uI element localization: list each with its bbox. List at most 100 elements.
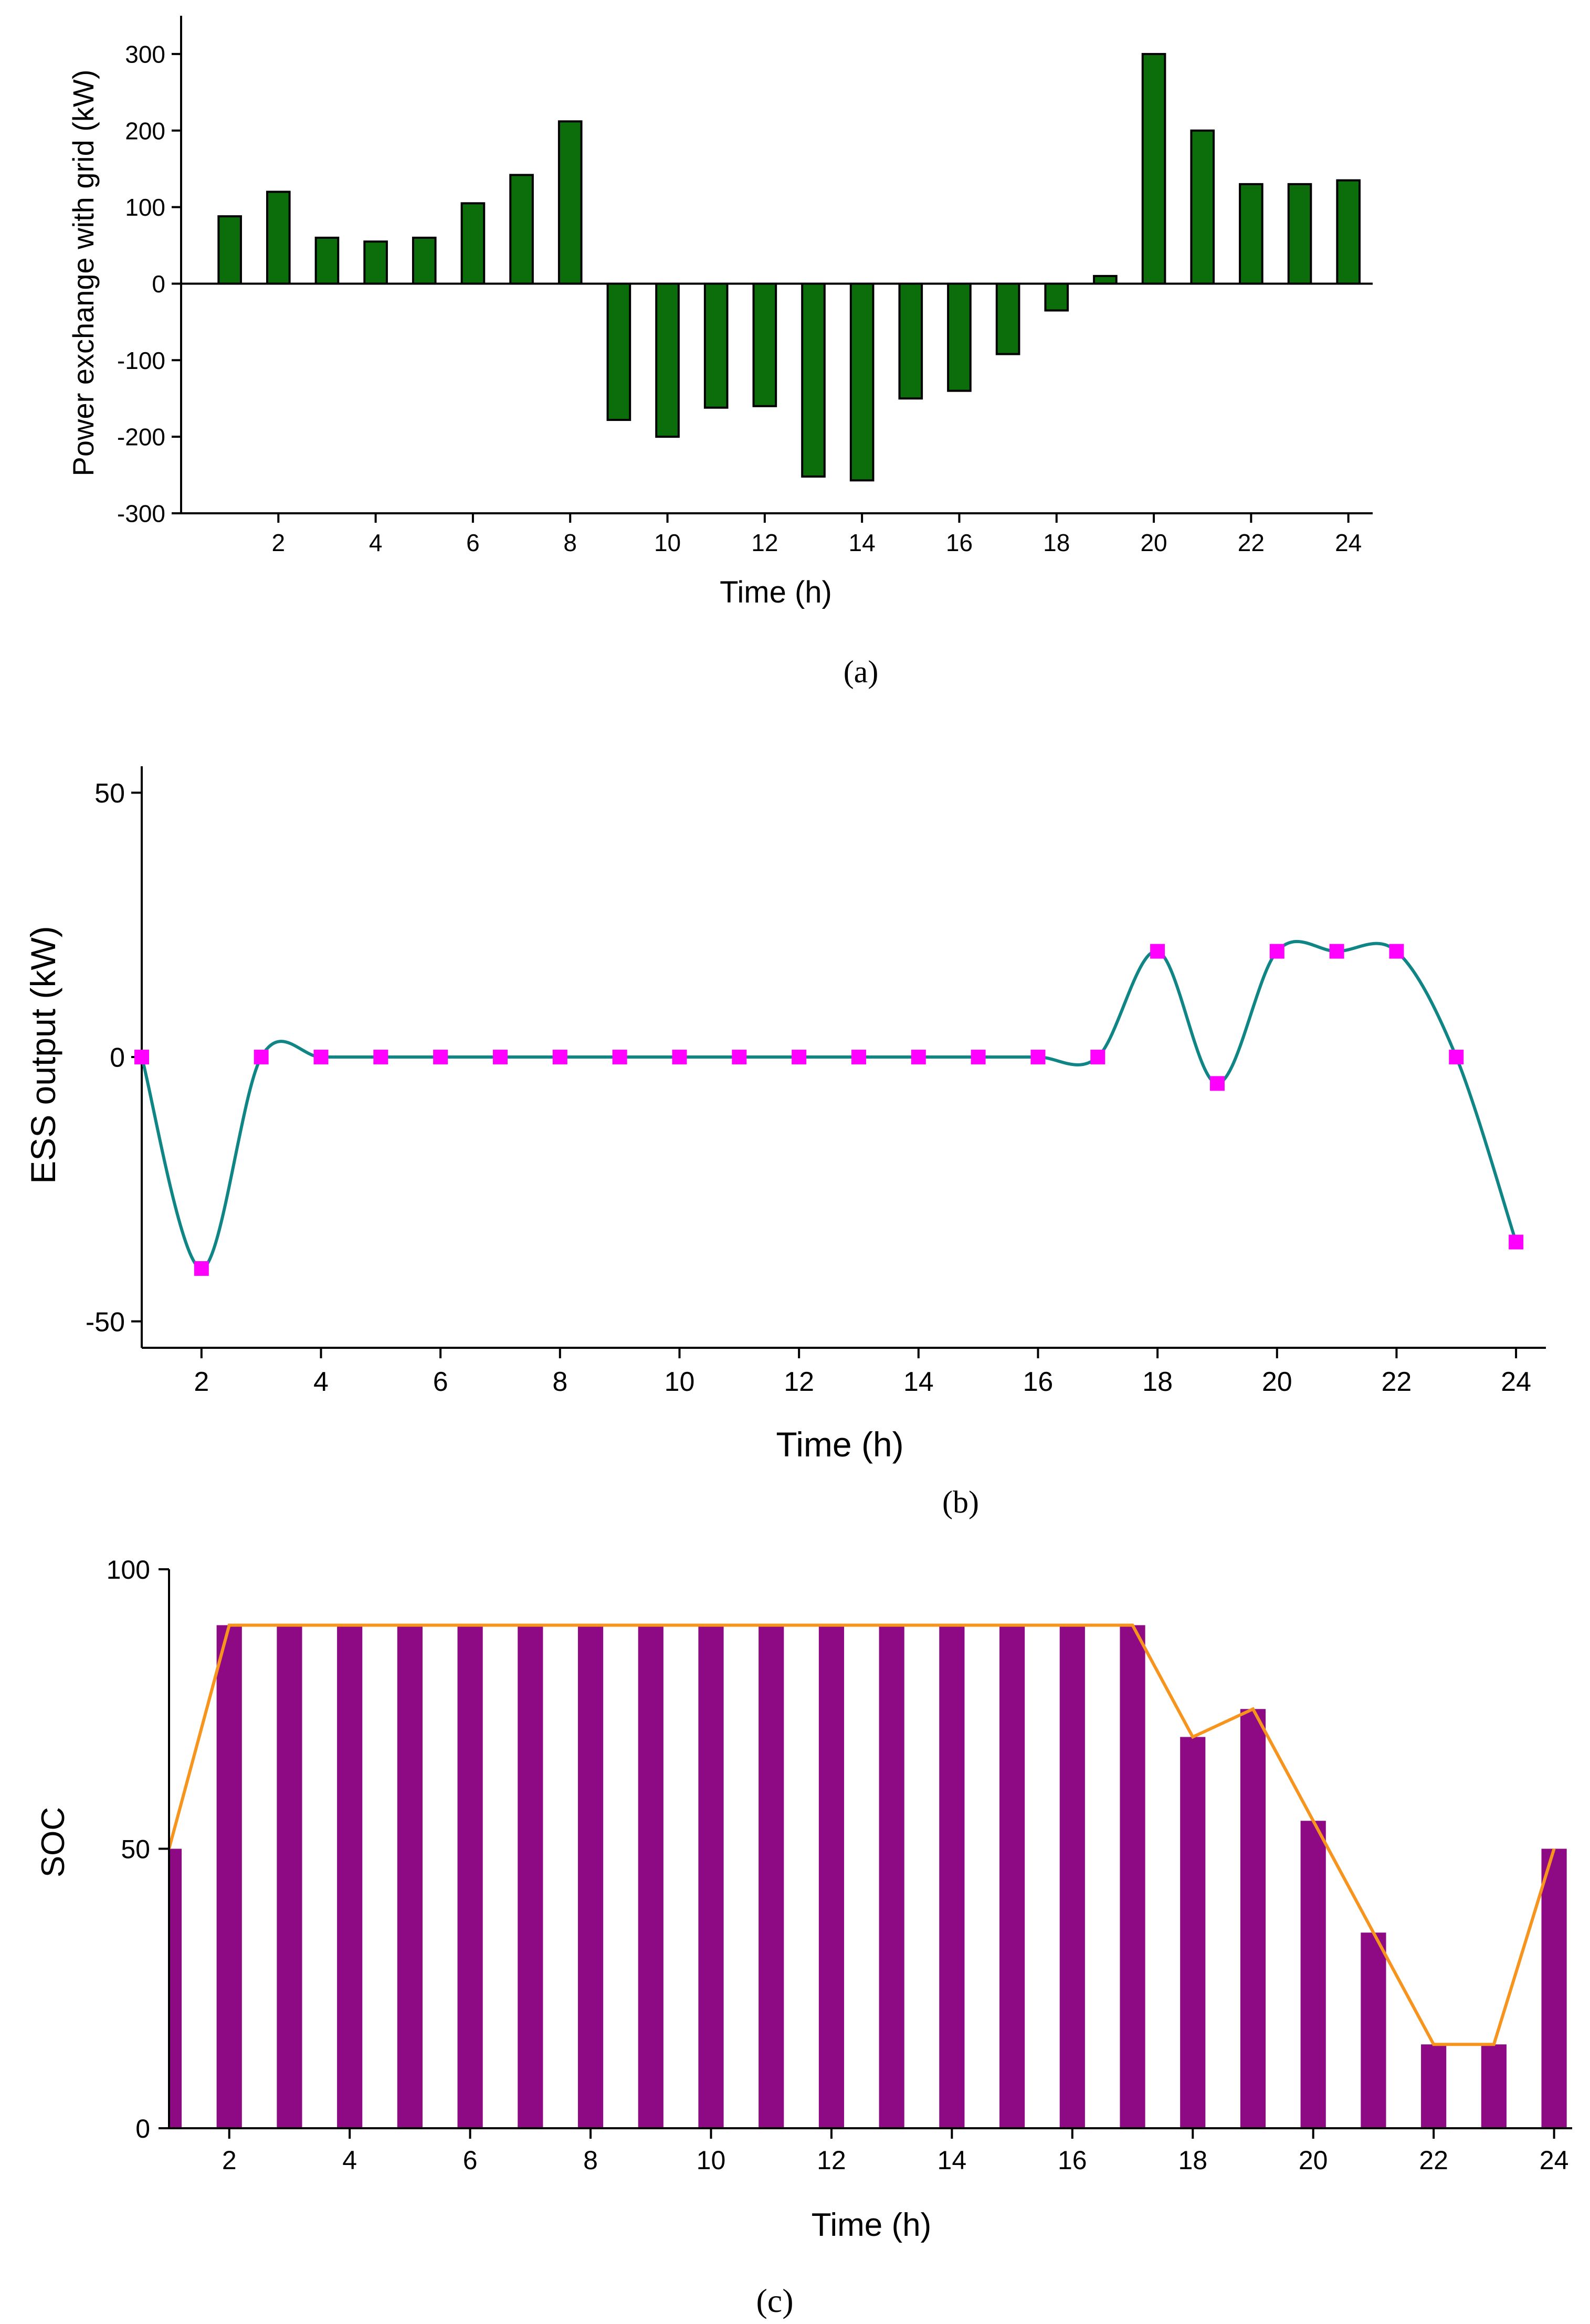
panel-c-bar bbox=[999, 1625, 1025, 2128]
panel-c-bar bbox=[939, 1625, 965, 2128]
panel-b-marker bbox=[792, 1050, 807, 1064]
panel-b-x-tick-label: 22 bbox=[1382, 1367, 1412, 1397]
panel-b-caption: (b) bbox=[942, 1485, 979, 1519]
panel-a-x-axis-title: Time (h) bbox=[720, 575, 832, 609]
panel-a-bar bbox=[995, 282, 1020, 355]
panel-a-x-tick-label: 24 bbox=[1335, 529, 1362, 556]
panel-c-bars bbox=[169, 1625, 1567, 2128]
panel-b-y-axis-title: ESS output (kW) bbox=[24, 926, 62, 1184]
panel-c-x-tick-label: 18 bbox=[1178, 2146, 1207, 2175]
panel-a-y-tick-label: 300 bbox=[125, 40, 165, 68]
panel-a-bar bbox=[947, 282, 972, 392]
panel-b-x-tick-label: 4 bbox=[313, 1367, 329, 1397]
panel-a-x-tick-label: 18 bbox=[1043, 529, 1070, 556]
panel-a-x-tick-label: 14 bbox=[849, 529, 876, 556]
panel-c-x-tick-label: 6 bbox=[463, 2146, 478, 2175]
panel-c-bar bbox=[1421, 2044, 1447, 2128]
panel-c-y-tick-label: 100 bbox=[107, 1555, 150, 1584]
panel-c-bar bbox=[638, 1625, 664, 2128]
panel-a-bar bbox=[363, 240, 388, 285]
panel-b-x-tick-label: 8 bbox=[552, 1367, 567, 1397]
panel-a-x-tick-label: 4 bbox=[369, 529, 383, 556]
panel-b-x-ticks: 2 4 6 8 10 12 14 16 18 20 22 24 bbox=[194, 1348, 1531, 1397]
panel-b-marker bbox=[612, 1050, 627, 1064]
panel-a-bar bbox=[655, 282, 680, 438]
panel-a-bar bbox=[1044, 282, 1069, 312]
panel-c-bar bbox=[1481, 2044, 1507, 2128]
panel-a-bar bbox=[1190, 129, 1215, 285]
panel-a-bar bbox=[1336, 179, 1361, 285]
panel-a-bar bbox=[460, 202, 486, 285]
panel-a-bar bbox=[606, 282, 631, 421]
panel-b-marker bbox=[1030, 1050, 1046, 1064]
panel-a-y-tick-label: 200 bbox=[125, 117, 165, 144]
panel-c-bar bbox=[818, 1625, 845, 2128]
panel-c-bar bbox=[277, 1625, 302, 2128]
panel-c-bar bbox=[577, 1625, 604, 2128]
panel-b-x-tick-label: 12 bbox=[784, 1367, 814, 1397]
panel-a-x-tick-label: 12 bbox=[751, 529, 778, 556]
panel-c-y-tick-label: 0 bbox=[135, 2114, 150, 2143]
panel-b-marker bbox=[1209, 1076, 1225, 1091]
panel-a-bar bbox=[898, 282, 923, 400]
panel-b-marker bbox=[1329, 944, 1344, 959]
panel-c-x-tick-label: 16 bbox=[1058, 2146, 1087, 2175]
panel-c-bar bbox=[518, 1625, 543, 2128]
panel-c-x-tick-label: 24 bbox=[1540, 2146, 1569, 2175]
panel-c-bar bbox=[698, 1625, 724, 2128]
panel-a-bar bbox=[1239, 183, 1263, 285]
panel-c-bar bbox=[397, 1625, 423, 2128]
panel-a-y-tick-label: 0 bbox=[152, 270, 165, 298]
panel-c-x-tick-label: 20 bbox=[1299, 2146, 1328, 2175]
panel-a-x-tick-label: 6 bbox=[466, 529, 480, 556]
panel-b-marker bbox=[1389, 944, 1404, 959]
panel-b-x-axis-title: Time (h) bbox=[776, 1425, 903, 1464]
panel-a-x-ticks: 2 4 6 8 10 12 14 16 18 20 22 24 bbox=[272, 513, 1362, 556]
panel-a-x-tick-label: 8 bbox=[563, 529, 577, 556]
panel-a-x-tick-label: 10 bbox=[654, 529, 681, 556]
panel-c-bar bbox=[1541, 1848, 1567, 2128]
panel-b-marker bbox=[1090, 1050, 1105, 1064]
panel-b-marker bbox=[433, 1050, 448, 1064]
panel-b-marker bbox=[1509, 1234, 1524, 1250]
panel-c-x-tick-label: 10 bbox=[697, 2146, 726, 2175]
panel-b-marker bbox=[552, 1050, 567, 1064]
panel-a-y-axis-title: Power exchange with grid (kW) bbox=[67, 70, 100, 477]
panel-c-x-ticks: 2 4 6 8 10 12 14 16 18 20 22 24 bbox=[222, 2128, 1569, 2175]
panel-b-x-tick-label: 16 bbox=[1023, 1367, 1054, 1397]
panel-a-bar bbox=[752, 282, 777, 407]
panel-a-bar bbox=[703, 282, 729, 409]
panel-c-caption: (c) bbox=[756, 2282, 793, 2319]
panel-c-bar bbox=[879, 1625, 904, 2128]
panel-b-marker bbox=[672, 1050, 687, 1064]
panel-a-y-tick-label: 100 bbox=[125, 194, 165, 221]
panel-b-x-tick-label: 14 bbox=[903, 1367, 934, 1397]
panel-c-bar bbox=[1180, 1737, 1206, 2128]
panel-b-y-tick-label: -50 bbox=[86, 1307, 125, 1337]
panel-b-marker bbox=[851, 1050, 866, 1064]
panel-a-y-ticks: -300 -200 -100 0 100 200 300 bbox=[117, 40, 181, 527]
panel-b-marker bbox=[732, 1050, 747, 1064]
panel-a-bar bbox=[217, 215, 242, 285]
panel-c-x-tick-label: 12 bbox=[817, 2146, 846, 2175]
panel-b-y-tick-label: 50 bbox=[94, 778, 125, 809]
panel-a-x-tick-label: 2 bbox=[272, 529, 286, 556]
panel-b-marker bbox=[971, 1050, 986, 1064]
panel-c-x-tick-label: 8 bbox=[583, 2146, 598, 2175]
panel-c-x-tick-label: 4 bbox=[342, 2146, 357, 2175]
panel-a-bar bbox=[849, 282, 875, 482]
panel-b-marker bbox=[373, 1050, 388, 1064]
panel-a-bar bbox=[412, 236, 437, 285]
panel-c-bar bbox=[169, 1848, 182, 2128]
panel-a-x-tick-label: 16 bbox=[946, 529, 973, 556]
panel-c-bar bbox=[759, 1625, 784, 2128]
panel-a-bar bbox=[1093, 274, 1118, 285]
panel-a-bar bbox=[314, 236, 340, 285]
panel-c-x-tick-label: 14 bbox=[938, 2146, 967, 2175]
panel-c-y-axis-title: SOC bbox=[35, 1807, 71, 1877]
panel-a-x-tick-label: 20 bbox=[1140, 529, 1167, 556]
panel-c-bar bbox=[457, 1625, 483, 2128]
